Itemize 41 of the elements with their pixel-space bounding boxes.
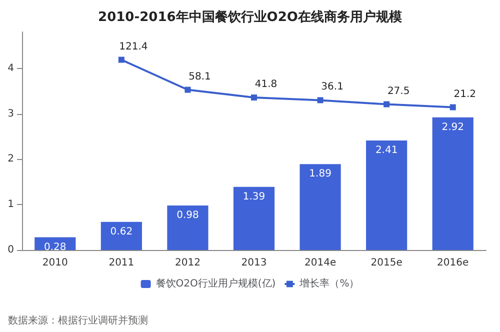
data-label: 0.28 xyxy=(44,242,66,253)
y-tick-label: 0 xyxy=(8,244,14,256)
data-label: 36.1 xyxy=(321,82,344,93)
data-label: 58.1 xyxy=(188,71,211,82)
bar xyxy=(100,222,142,250)
data-label: 0.62 xyxy=(110,226,133,238)
x-tick-label: 2016e xyxy=(437,258,469,268)
bar xyxy=(366,140,408,250)
data-label: 0.98 xyxy=(176,210,199,221)
bar xyxy=(300,164,341,250)
x-tick-label: 2010 xyxy=(42,258,68,268)
x-tick-label: 2013 xyxy=(241,258,267,268)
data-label: 21.2 xyxy=(454,88,476,100)
point xyxy=(184,86,191,93)
bar xyxy=(432,117,474,250)
data-label: 27.5 xyxy=(387,86,410,97)
y-tick-label: 4 xyxy=(8,62,14,74)
point xyxy=(384,101,390,108)
point xyxy=(251,94,257,100)
x-tick-label: 2011 xyxy=(108,258,134,268)
point xyxy=(118,56,124,63)
bar xyxy=(167,205,208,250)
point xyxy=(317,97,324,104)
y-tick-label: 3 xyxy=(8,108,14,120)
data-label: 41.8 xyxy=(254,78,278,90)
y-tick-label: 1 xyxy=(8,199,14,210)
data-label: 2.92 xyxy=(442,122,464,133)
bar xyxy=(233,186,275,250)
x-tick-label: 2014e xyxy=(304,258,336,268)
data-label: 2.41 xyxy=(375,145,398,156)
source-note: 数据来源：根据行业调研并预测 xyxy=(8,314,148,326)
data-label: 1.89 xyxy=(309,168,332,180)
y-tick-label: 2 xyxy=(8,154,14,165)
legend-label: 增长率（%） xyxy=(298,278,360,290)
x-tick-label: 2015e xyxy=(370,258,402,268)
chart-title: 2010-2016年中国餐饮行业O2O在线商务用户规模 xyxy=(98,9,402,25)
data-label: 121.4 xyxy=(119,41,148,52)
point xyxy=(450,104,456,110)
x-tick-label: 2012 xyxy=(174,258,200,268)
data-label: 1.39 xyxy=(242,191,266,202)
legend-label: 餐饮O2O行业用户规模(亿) xyxy=(156,278,276,290)
